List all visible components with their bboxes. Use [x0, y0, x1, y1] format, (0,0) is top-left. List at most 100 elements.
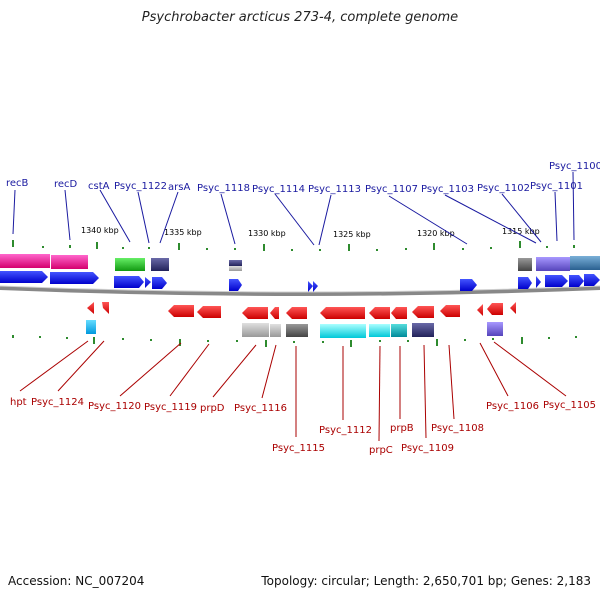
- gene-box-prpB: [391, 324, 407, 337]
- rev-gene-small: [477, 304, 483, 316]
- leader-Psyc_1106: [479, 342, 509, 397]
- gene-box-prpC: [369, 324, 390, 337]
- rev-gene-Psyc_1112: [320, 307, 365, 319]
- leader-Psyc_1100: [572, 171, 575, 241]
- fwd-gene-Psyc_1114a: [308, 281, 313, 292]
- gene-box-Psyc_1100-b: [584, 256, 600, 270]
- leader-Psyc_1120: [119, 342, 182, 397]
- gene-label-Psyc_1101: Psyc_1101: [530, 181, 583, 192]
- scale-label: 1330 kbp: [248, 229, 286, 238]
- genome-stats-text: Topology: circular; Length: 2,650,701 bp…: [261, 574, 591, 588]
- accession-text: Accession: NC_007204: [8, 574, 145, 588]
- gene-label-prpD: prpD: [200, 403, 225, 414]
- tick-mark: [492, 338, 494, 340]
- fwd-gene-Psyc_1118: [229, 279, 242, 291]
- leader-Psyc_1122: [137, 191, 150, 244]
- gene-label-Psyc_1118: Psyc_1118: [197, 183, 250, 194]
- gene-box-Psyc_1109: [412, 323, 434, 337]
- tick-mark: [405, 248, 407, 250]
- tick-mark: [548, 337, 550, 339]
- fwd-gene-Psyc_1122: [152, 277, 167, 289]
- leader-Psyc_1116: [261, 344, 277, 399]
- leader-Psyc_1119: [169, 343, 210, 397]
- gene-label-Psyc_1108: Psyc_1108: [431, 423, 484, 434]
- genome-backbone: [0, 286, 600, 296]
- leader-Psyc_1118: [220, 193, 236, 245]
- tick-mark: [12, 335, 14, 338]
- leader-Psyc_1113: [318, 194, 332, 246]
- tick-mark: [179, 339, 181, 346]
- tick-mark: [234, 248, 236, 250]
- leader-Psyc_1101: [554, 191, 558, 242]
- rev-gene-hpt: [87, 302, 94, 314]
- gene-label-Psyc_1102: Psyc_1102: [477, 183, 530, 194]
- tick-mark: [12, 240, 14, 247]
- tick-mark: [150, 339, 152, 341]
- leader-prpD: [212, 344, 257, 398]
- tick-mark: [462, 248, 464, 250]
- fwd-gene-Psyc_1114b: [313, 281, 318, 292]
- tick-mark: [436, 339, 438, 346]
- top-ticks: [12, 240, 575, 251]
- leader-Psyc_1109: [423, 344, 427, 439]
- fwd-gene-Psyc_1103: [518, 277, 532, 289]
- rev-gene-prpD: [242, 307, 268, 319]
- tick-mark: [265, 340, 267, 347]
- gene-box-cstA: [115, 258, 145, 271]
- gene-label-Psyc_1116: Psyc_1116: [234, 403, 287, 414]
- tick-mark: [39, 336, 41, 338]
- gene-label-arsA: arsA: [168, 182, 190, 193]
- gene-box-Psyc_1118: [229, 260, 242, 266]
- leader-hpt: [19, 340, 89, 392]
- gene-box-Psyc_1115: [286, 324, 308, 337]
- leader-Psyc_1102: [501, 193, 542, 243]
- tick-mark: [122, 338, 124, 340]
- tick-mark: [573, 245, 575, 248]
- gene-box-recD: [51, 255, 88, 269]
- tick-mark: [178, 243, 180, 250]
- gene-label-Psyc_1120: Psyc_1120: [88, 401, 141, 412]
- tick-mark: [546, 246, 548, 248]
- gene-label-Psyc_1112: Psyc_1112: [319, 425, 372, 436]
- fwd-gene-small1: [145, 277, 151, 288]
- leader-prpC: [378, 345, 381, 442]
- tick-mark: [521, 337, 523, 344]
- leader-Psyc_1107: [388, 195, 468, 245]
- tick-mark: [348, 244, 350, 251]
- rev-gene-Psyc_1119: [197, 306, 221, 318]
- tick-mark: [350, 340, 352, 347]
- rev-gene-Psyc_1116: [270, 307, 279, 319]
- gene-label-Psyc_1115: Psyc_1115: [272, 443, 325, 454]
- tick-mark: [93, 337, 95, 344]
- scale-label: 1340 kbp: [81, 226, 119, 235]
- fwd-gene-Psyc_1099: [584, 274, 600, 286]
- rev-gene-prpC: [369, 307, 390, 319]
- rev-gene-Psyc_1120: [168, 305, 194, 317]
- gene-label-Psyc_1122: Psyc_1122: [114, 181, 167, 192]
- gene-box-Psyc_1101: [546, 257, 570, 271]
- bottom-labels: hpt Psyc_1124 Psyc_1120 Psyc_1119 prpD P…: [10, 397, 596, 456]
- tick-mark: [66, 337, 68, 339]
- tick-mark: [319, 249, 321, 251]
- gene-box-prpD: [242, 323, 269, 337]
- tick-mark: [433, 243, 435, 250]
- gene-label-recB: recB: [6, 178, 29, 189]
- tick-mark: [490, 247, 492, 249]
- gene-label-Psyc_1124: Psyc_1124: [31, 397, 84, 408]
- leader-recB: [12, 189, 16, 235]
- tick-mark: [148, 247, 150, 249]
- tick-mark: [464, 339, 466, 341]
- bottom-leader-lines: [19, 340, 567, 442]
- forward-genes: [0, 271, 600, 292]
- fwd-gene-cstA: [114, 276, 144, 288]
- gene-label-Psyc_1100: Psyc_1100: [549, 161, 600, 172]
- genome-backbone-highlight: [0, 285, 600, 293]
- fwd-gene-recD: [50, 272, 99, 284]
- gene-label-Psyc_1107: Psyc_1107: [365, 184, 418, 195]
- gene-label-Psyc_1114: Psyc_1114: [252, 184, 305, 195]
- top-outer-genes: [0, 254, 600, 271]
- gene-label-recD: recD: [54, 179, 78, 190]
- bottom-ticks: [12, 335, 577, 347]
- tick-mark: [96, 242, 98, 249]
- gene-box-Psyc_1103: [518, 258, 532, 271]
